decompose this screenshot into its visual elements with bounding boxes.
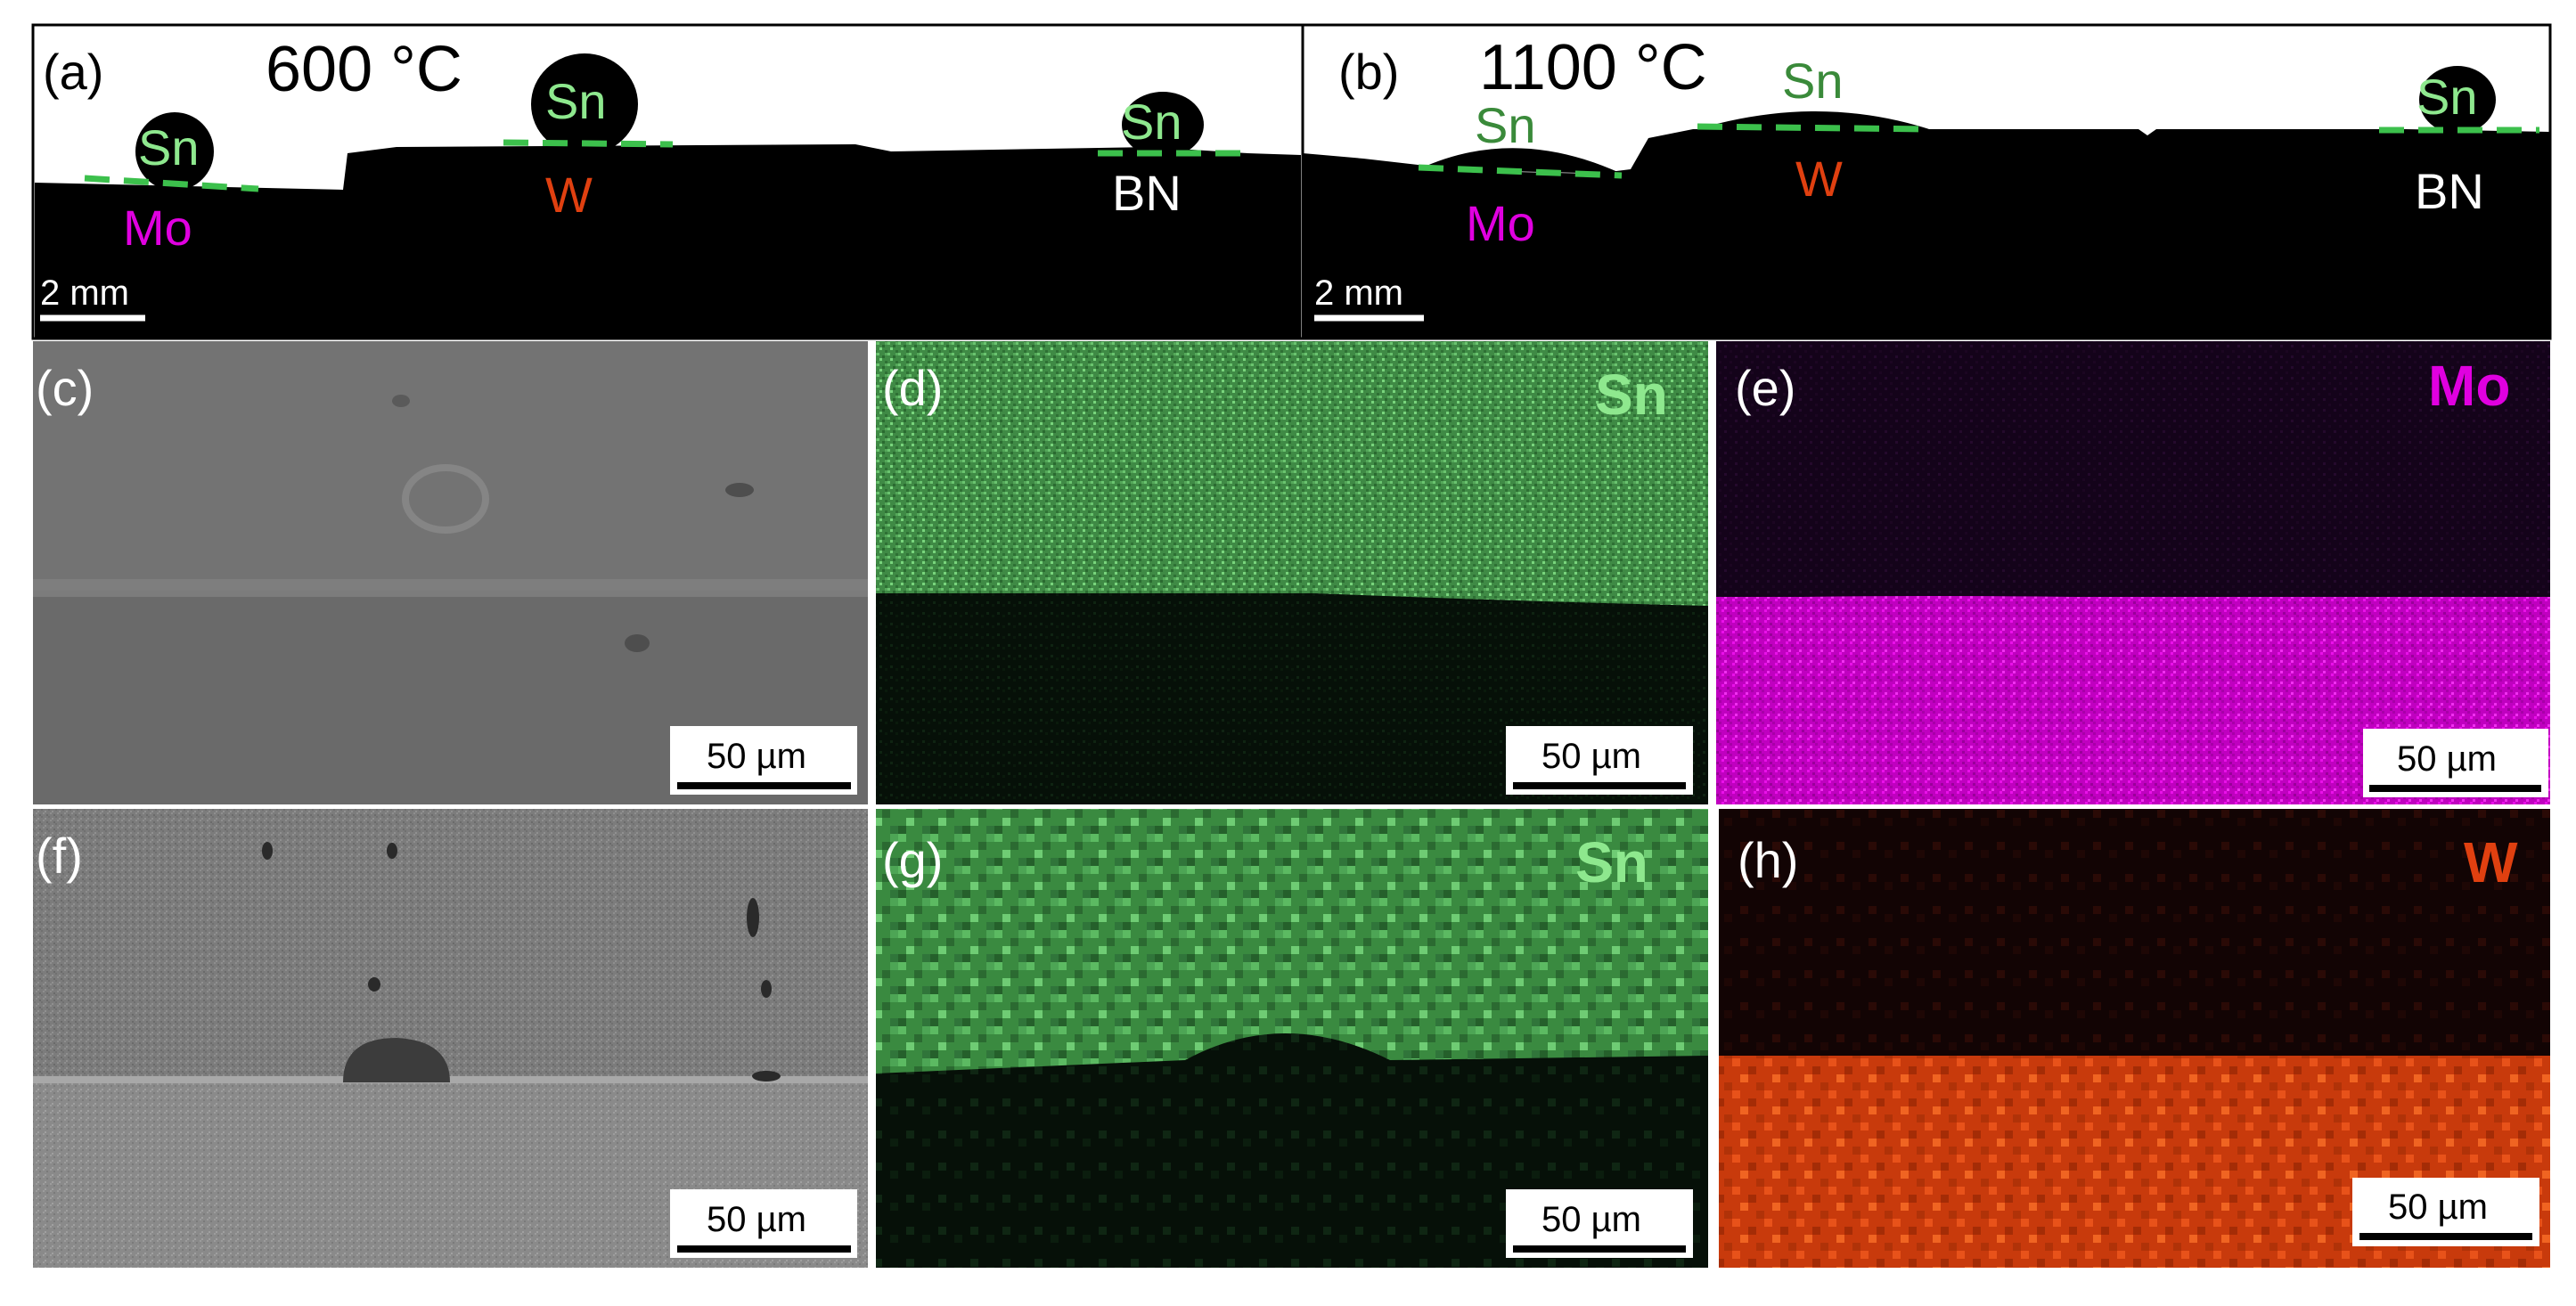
sn-label-bn-1100: Sn xyxy=(2417,69,2478,125)
sn-droplet-bn-600 xyxy=(1122,92,1204,158)
element-label-h: W xyxy=(2464,830,2518,894)
sn-label-mo-1100: Sn xyxy=(1475,97,1536,153)
panel-a: (a) 600 °C Sn Sn Sn Mo W BN 2 mm xyxy=(31,23,1304,340)
element-label-d: Sn xyxy=(1595,363,1668,427)
panel-label-c: (c) xyxy=(36,360,94,416)
void-particle xyxy=(343,1038,450,1082)
surface-pit xyxy=(387,843,397,859)
scale-bar-label-e: 50 µm xyxy=(2397,739,2497,779)
panel-f: 50 µm (f) xyxy=(33,809,868,1268)
scale-bar-label-f: 50 µm xyxy=(707,1200,806,1239)
temperature-a: 600 °C xyxy=(266,34,462,105)
substrate-profile-b xyxy=(1303,129,2550,339)
panel-e: 50 µm (e) Mo xyxy=(1716,341,2550,804)
substrate-label-mo-1100: Mo xyxy=(1466,195,1535,251)
sn-label-w-600: Sn xyxy=(545,73,607,129)
panel-c: 50 µm (c) xyxy=(33,341,868,804)
sn-droplet-mo-600 xyxy=(135,112,214,191)
element-label-g: Sn xyxy=(1575,830,1648,894)
surface-pit xyxy=(368,977,380,992)
sn-droplet-bn-1100 xyxy=(2419,66,2496,134)
scale-bar-label-g: 50 µm xyxy=(1542,1200,1641,1239)
surface-feature xyxy=(402,464,489,534)
substrate-label-mo-600: Mo xyxy=(123,200,192,256)
sn-label-w-1100: Sn xyxy=(1782,53,1844,109)
panel-g: 50 µm (g) Sn xyxy=(876,809,1708,1268)
panel-label-d: (d) xyxy=(882,360,943,416)
panel-label-b: (b) xyxy=(1338,44,1399,100)
temperature-b: 1100 °C xyxy=(1479,32,1707,103)
surface-pit xyxy=(747,898,759,937)
panel-label-g: (g) xyxy=(882,832,943,888)
panel-label-e: (e) xyxy=(1735,360,1795,416)
surface-pit xyxy=(752,1071,781,1082)
scale-bar-label-b: 2 mm xyxy=(1314,273,1403,313)
interface-dashes-a xyxy=(84,139,1243,192)
sn-label-bn-600: Sn xyxy=(1121,94,1182,150)
element-label-e: Mo xyxy=(2428,354,2510,418)
surface-pit xyxy=(761,980,772,998)
substrate-label-bn-1100: BN xyxy=(2415,163,2484,219)
panel-h: 50 µm (h) W xyxy=(1719,809,2550,1268)
panel-label-h: (h) xyxy=(1738,832,1798,888)
panel-label-a: (a) xyxy=(43,44,103,100)
scale-bar-label-c: 50 µm xyxy=(707,737,806,776)
substrate-label-w-600: W xyxy=(545,167,593,223)
sn-label-mo-600: Sn xyxy=(138,119,200,175)
panel-label-f: (f) xyxy=(36,828,83,884)
panel-d: 50 µm (d) Sn xyxy=(876,341,1708,804)
scale-bar-label-h: 50 µm xyxy=(2388,1188,2488,1227)
substrate-label-bn-600: BN xyxy=(1112,165,1182,221)
scale-bar-label-d: 50 µm xyxy=(1542,737,1641,776)
scale-bar-label-a: 2 mm xyxy=(40,273,129,313)
substrate-label-w-1100: W xyxy=(1795,151,1843,207)
sn-droplet-w-600 xyxy=(531,53,638,155)
interface-dashes-b xyxy=(1418,123,2539,179)
surface-pit xyxy=(392,395,410,407)
surface-pit xyxy=(725,483,754,497)
substrate-profile-a xyxy=(35,144,1301,339)
surface-pit xyxy=(262,842,273,860)
surface-pit xyxy=(625,634,650,652)
panel-b: (b) 1100 °C Sn Sn Sn Mo W BN 2 mm xyxy=(1301,23,2552,340)
